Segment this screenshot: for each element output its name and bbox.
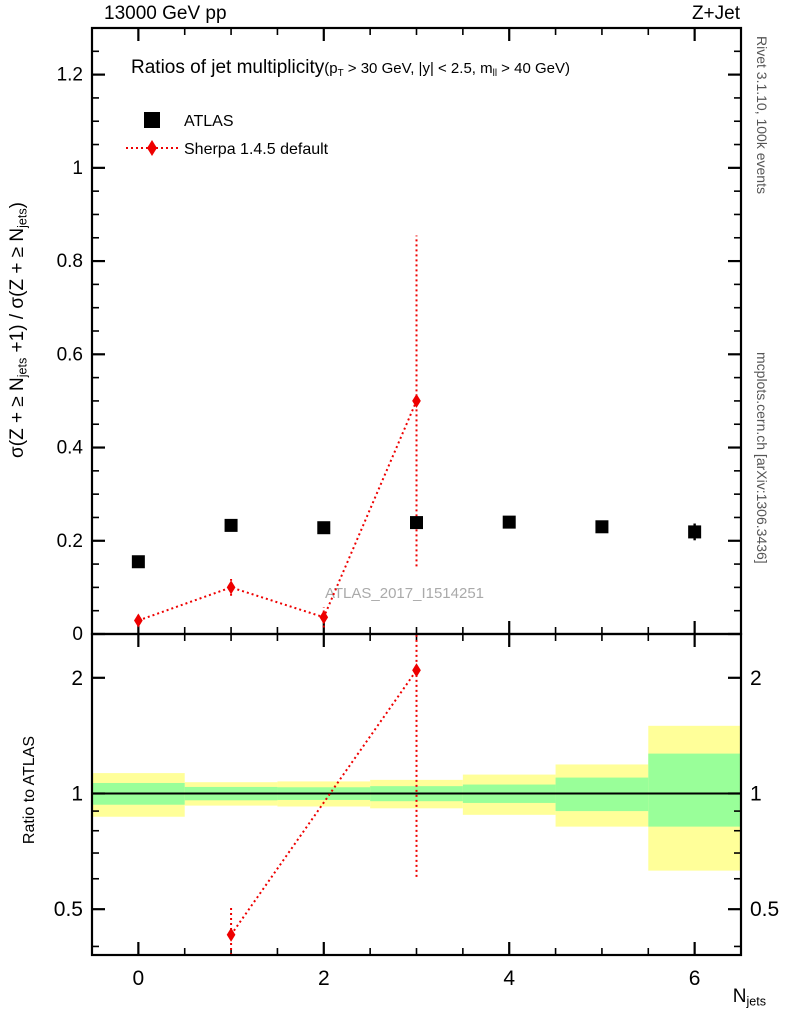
svg-text:1: 1 [71, 782, 83, 805]
axis-frames [90, 26, 743, 957]
legend-label-atlas: ATLAS [184, 113, 234, 130]
atlas-point-main [131, 555, 145, 569]
analysis-watermark: ATLAS_2017_I1514251 [325, 585, 485, 602]
svg-text:0.8: 0.8 [57, 251, 83, 272]
legend-label-sherpa: Sherpa 1.4.5 default [184, 141, 329, 158]
cuts-open: (p [324, 60, 338, 77]
svg-text:0: 0 [133, 967, 145, 990]
svg-text:2: 2 [318, 967, 330, 990]
ratio-uncertainty-bands [92, 725, 741, 871]
svg-text:0.6: 0.6 [57, 344, 83, 365]
atlas-point-main [688, 525, 702, 539]
svg-text:1: 1 [750, 782, 762, 805]
svg-text:0.5: 0.5 [54, 898, 83, 921]
header-beam-label: 13000 GeV pp [104, 3, 227, 24]
ratio-panel-ticks [92, 676, 741, 948]
main-panel-data [131, 235, 702, 628]
plot-title: Ratios of jet multiplicity(pT > 30 GeV, … [131, 57, 570, 79]
atlas-point-main [502, 515, 516, 529]
svg-text:0.5: 0.5 [750, 898, 779, 921]
atlas-point-main [595, 520, 609, 534]
legend-marker-atlas [144, 112, 160, 128]
legend-markers [126, 112, 178, 156]
svg-text:2: 2 [71, 667, 83, 690]
cuts-mid: > 30 GeV, |y| < 2.5, m [343, 60, 493, 77]
svg-text:0: 0 [72, 624, 83, 645]
ratio-panel-data [226, 634, 421, 955]
atlas-point-main [410, 516, 423, 530]
xlabel-sub-jets: jets [746, 994, 766, 1009]
svg-text:1.2: 1.2 [57, 65, 83, 86]
svg-text:6: 6 [689, 967, 701, 990]
sherpa-point-main [226, 580, 236, 595]
plot-title-main: Ratios of jet multiplicity [131, 57, 325, 78]
inner-band [648, 753, 741, 827]
ratio-panel-tick-labels: 0.5 0.5 1 1 2 2 [54, 667, 779, 921]
x-axis-ticks [91, 28, 742, 955]
main-panel-ticks [92, 27, 741, 636]
sherpa-point-main [134, 613, 143, 628]
svg-text:4: 4 [503, 967, 515, 990]
sherpa-line-ratio [230, 669, 418, 936]
sherpa-line-main [138, 400, 418, 622]
header-process-label: Z+Jet [691, 3, 740, 24]
legend-marker-sherpa [147, 140, 157, 156]
cuts-mll-sub: ll [492, 67, 498, 79]
xlabel-n: N [732, 986, 747, 1007]
sherpa-point-main [412, 393, 421, 408]
main-panel-tick-labels: 0 0.2 0.4 0.6 0.8 1 1.2 [57, 65, 84, 645]
atlas-point-main [317, 521, 331, 535]
atlas-point-main [224, 518, 238, 532]
svg-text:1: 1 [72, 158, 83, 179]
svg-text:2: 2 [750, 667, 762, 690]
sherpa-point-ratio [412, 663, 421, 678]
svg-text:0.4: 0.4 [57, 438, 84, 459]
svg-text:0.2: 0.2 [57, 531, 83, 552]
x-axis-label: Njets [733, 986, 766, 1009]
cuts-close: > 40 GeV) [497, 60, 570, 77]
x-axis-tick-labels: 0 2 4 6 [133, 967, 701, 990]
cuts-pt-sub: T [337, 67, 344, 79]
sherpa-point-main [319, 610, 329, 625]
plot-title-cuts: (pT > 30 GeV, |y| < 2.5, mll > 40 GeV) [324, 60, 570, 79]
sherpa-point-ratio [226, 927, 236, 942]
